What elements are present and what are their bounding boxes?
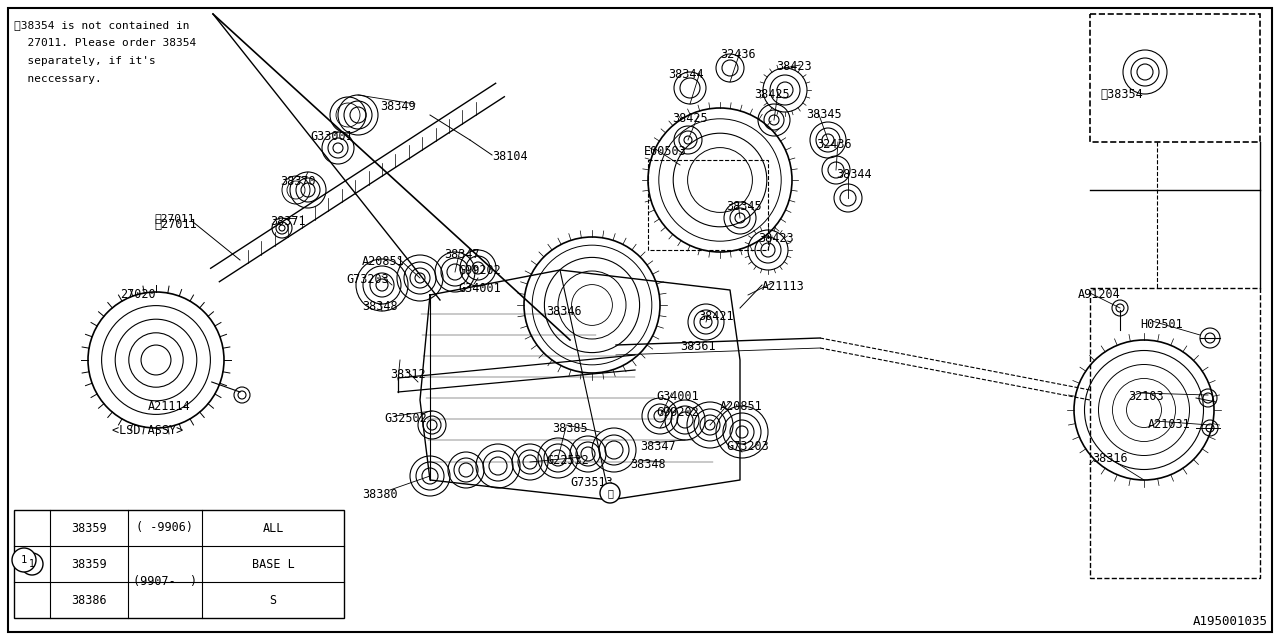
Text: 38347: 38347 (640, 440, 676, 453)
Text: G34001: G34001 (657, 390, 699, 403)
Text: A91204: A91204 (1078, 288, 1121, 301)
Circle shape (20, 553, 44, 575)
Text: 32436: 32436 (719, 48, 755, 61)
Text: G33001: G33001 (310, 130, 353, 143)
Text: 38385: 38385 (552, 422, 588, 435)
Text: 1: 1 (20, 555, 27, 565)
Text: 27020: 27020 (120, 288, 156, 301)
Text: 38345: 38345 (806, 108, 842, 121)
Text: ※27011: ※27011 (154, 213, 195, 223)
Text: E00503: E00503 (644, 145, 687, 158)
Text: 38371: 38371 (270, 215, 306, 228)
Circle shape (600, 483, 620, 503)
Text: 38359: 38359 (72, 522, 106, 534)
Text: G73203: G73203 (346, 273, 389, 286)
Text: 38348: 38348 (362, 300, 398, 313)
Text: 32436: 32436 (817, 138, 851, 151)
Text: A20851: A20851 (362, 255, 404, 268)
Text: ①: ① (607, 488, 613, 498)
Text: ‸38354 is not contained in: ‸38354 is not contained in (14, 20, 189, 30)
Text: 38421: 38421 (698, 310, 733, 323)
Text: A21113: A21113 (762, 280, 805, 293)
Text: 38386: 38386 (72, 593, 106, 607)
Text: ALL: ALL (262, 522, 284, 534)
Text: G32502: G32502 (384, 412, 426, 425)
Text: G99202: G99202 (657, 406, 699, 419)
Text: 38104: 38104 (492, 150, 527, 163)
Text: 38425: 38425 (754, 88, 790, 101)
Text: G99202: G99202 (458, 264, 500, 277)
Text: 38312: 38312 (390, 368, 426, 381)
Text: 38370: 38370 (280, 175, 316, 188)
Text: 38423: 38423 (758, 232, 794, 245)
Text: (9907-  ): (9907- ) (133, 575, 197, 589)
Text: 38347: 38347 (444, 248, 480, 261)
Bar (648, 160, 768, 250)
Text: 38361: 38361 (680, 340, 716, 353)
Text: G73513: G73513 (570, 476, 613, 489)
Text: 38359: 38359 (72, 557, 106, 570)
Text: neccessary.: neccessary. (14, 74, 101, 84)
Text: BASE L: BASE L (252, 557, 294, 570)
Text: 38344: 38344 (668, 68, 704, 81)
Text: 1: 1 (29, 559, 35, 569)
Text: A21031: A21031 (1148, 418, 1190, 431)
Text: 38349: 38349 (380, 100, 416, 113)
Text: 38345: 38345 (726, 200, 762, 213)
Text: G22532: G22532 (547, 454, 589, 467)
Text: 38316: 38316 (1092, 452, 1128, 465)
Text: A20851: A20851 (719, 400, 763, 413)
Text: G34001: G34001 (458, 282, 500, 295)
Text: 38346: 38346 (547, 305, 581, 318)
Bar (1091, 14, 1260, 142)
Text: 38425: 38425 (672, 112, 708, 125)
Text: H02501: H02501 (1140, 318, 1183, 331)
Text: ‸27011: ‸27011 (154, 218, 197, 231)
Circle shape (12, 548, 36, 572)
Text: <LSD ASSY>: <LSD ASSY> (113, 424, 183, 437)
Text: 38380: 38380 (362, 488, 398, 501)
Text: A195001035: A195001035 (1193, 615, 1268, 628)
Text: 27011. Please order 38354: 27011. Please order 38354 (14, 38, 196, 48)
Text: 38348: 38348 (630, 458, 666, 471)
Text: G73203: G73203 (726, 440, 769, 453)
Text: A21114: A21114 (148, 400, 191, 413)
Text: ( -9906): ( -9906) (137, 522, 193, 534)
Text: ‸38354: ‸38354 (1100, 88, 1143, 101)
Text: 32103: 32103 (1128, 390, 1164, 403)
Bar (1091, 288, 1260, 578)
Text: 38423: 38423 (776, 60, 812, 73)
Text: 38344: 38344 (836, 168, 872, 181)
Text: S: S (269, 593, 276, 607)
Text: separately, if it's: separately, if it's (14, 56, 156, 66)
Bar (14, 510, 344, 618)
